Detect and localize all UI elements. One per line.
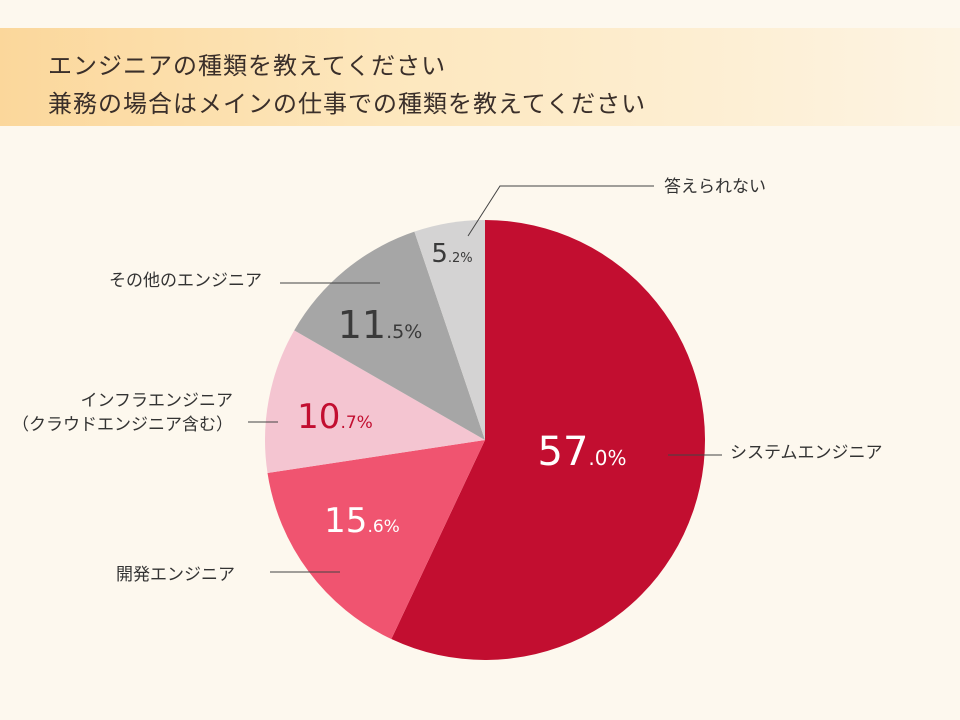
leader-line	[467, 185, 654, 237]
slice-value-label: 57.0%	[538, 429, 627, 475]
pie-slice	[414, 220, 485, 440]
pie-slice	[265, 330, 485, 474]
pie-slice	[391, 219, 706, 660]
pie-slice	[294, 231, 485, 440]
slice-category-label: システムエンジニア	[730, 443, 883, 463]
slice-value-label: 5.2%	[431, 239, 472, 269]
slice-category-label: 答えられない	[664, 177, 766, 197]
title-line-1: エンジニアの種類を教えてください	[48, 52, 447, 80]
slice-category-label: インフラエンジニア	[81, 391, 234, 411]
slice-value-label: 11.5%	[338, 303, 423, 347]
slice-value-label: 15.6%	[324, 501, 400, 541]
slice-category-label: （クラウドエンジニア含む）	[12, 415, 233, 435]
slice-category-label: その他のエンジニア	[109, 271, 262, 291]
title-line-2: 兼務の場合はメインの仕事での種類を教えてください	[48, 90, 647, 118]
pie-slice	[267, 440, 485, 640]
slice-value-label: 10.7%	[297, 397, 373, 437]
header-band	[0, 28, 960, 126]
slice-category-label: 開発エンジニア	[116, 565, 235, 585]
